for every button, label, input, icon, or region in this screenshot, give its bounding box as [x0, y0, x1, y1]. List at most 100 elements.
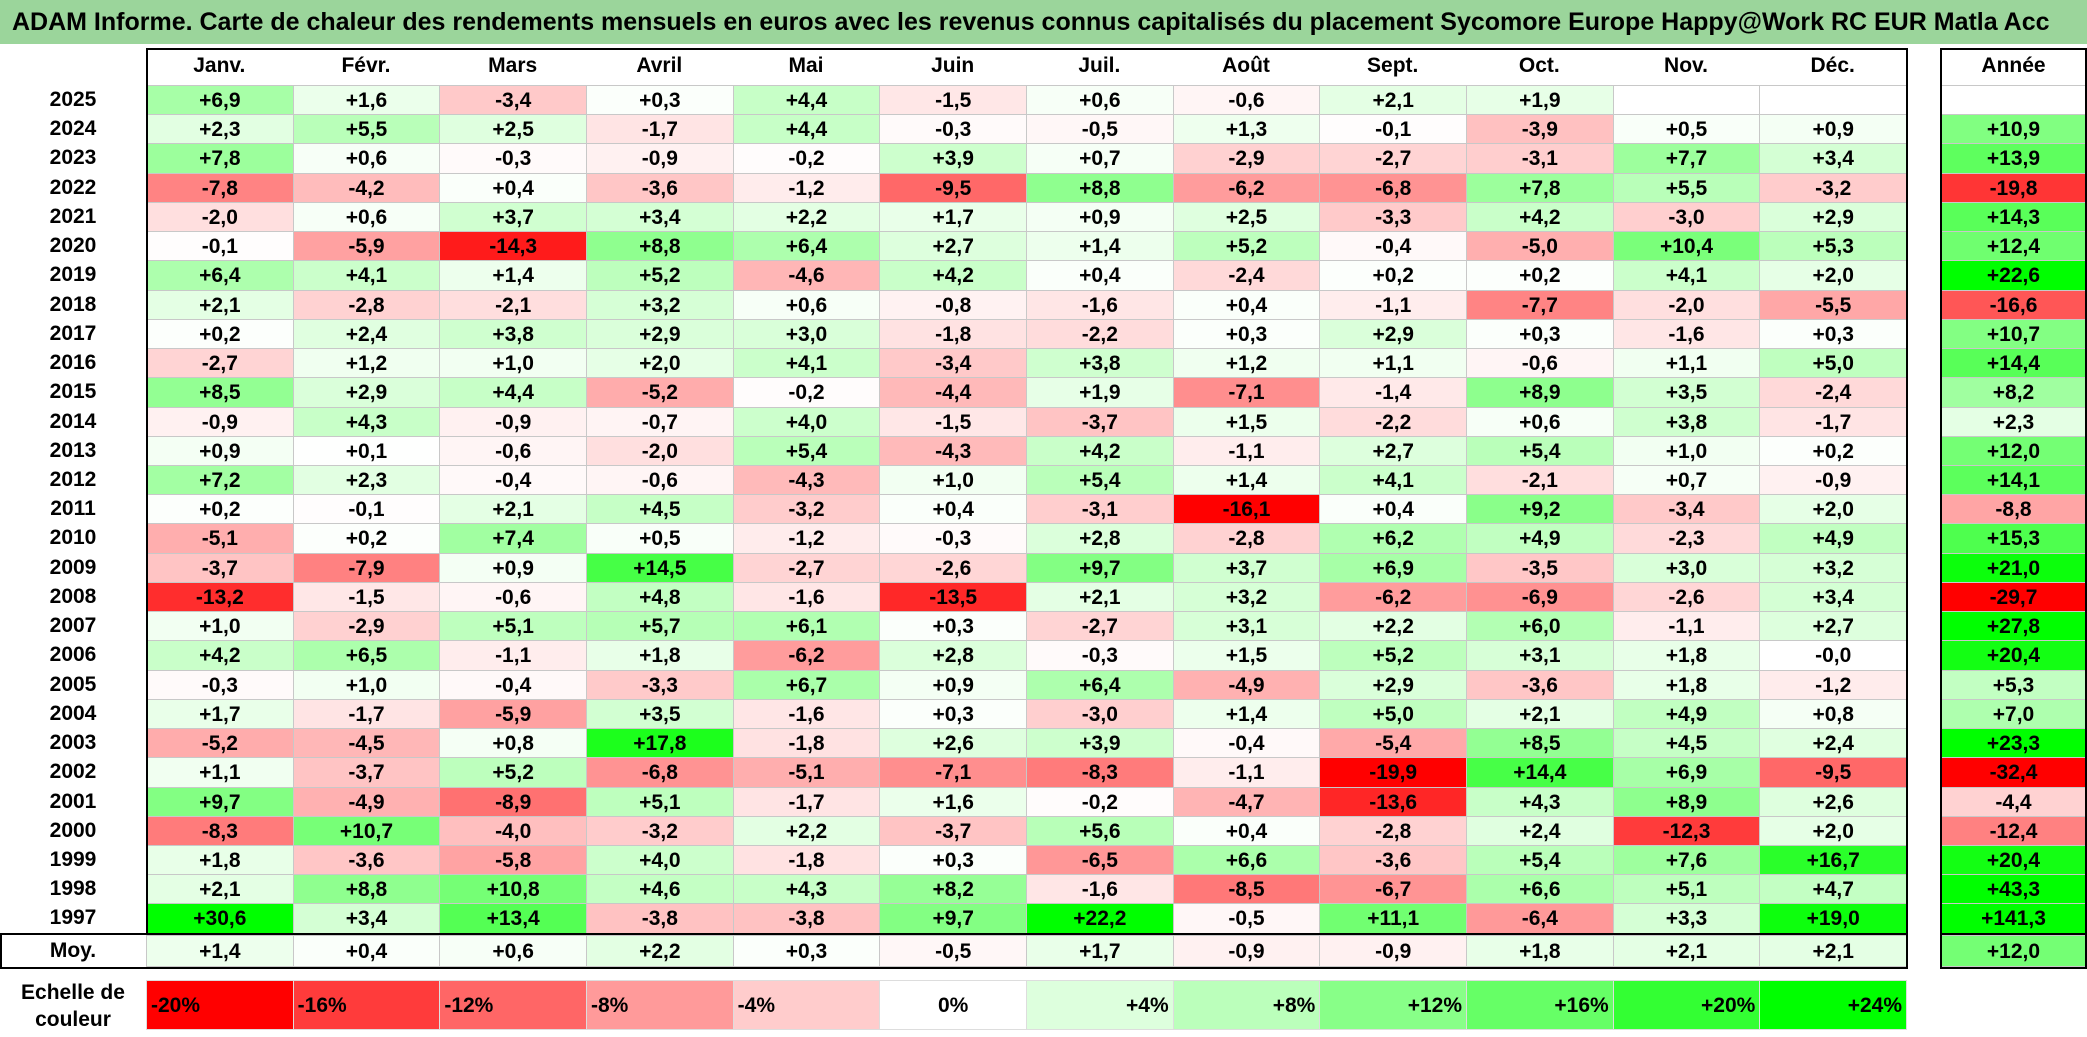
heatmap-cell: +5,1 [1612, 874, 1761, 905]
heatmap-cell: -1,6 [1026, 289, 1174, 320]
heatmap-cell: -5,4 [1319, 728, 1468, 759]
heatmap-cell: +3,4 [1759, 143, 1908, 174]
heatmap-cell: +4,1 [292, 260, 441, 291]
heatmap-cell: -0,1 [292, 494, 441, 525]
heatmap-cell: +8,2 [879, 874, 1027, 905]
heatmap-cell: -0,2 [1026, 786, 1174, 817]
scale-swatch: -12% [439, 980, 587, 1030]
heatmap-cell: -3,4 [439, 85, 587, 116]
heatmap-cell: +2,9 [1319, 318, 1468, 350]
year-label: 1998 [49, 877, 97, 901]
heatmap-cell: +1,0 [292, 669, 441, 700]
year-label: 2016 [49, 351, 97, 375]
heatmap-cell: +1,0 [1612, 435, 1761, 466]
heatmap-cell: +1,2 [292, 348, 441, 379]
year-label: 2017 [49, 321, 97, 345]
heatmap-cell [1612, 85, 1761, 116]
heatmap-cell: +5,0 [1759, 348, 1908, 379]
heatmap-cell: +0,2 [1319, 260, 1468, 291]
heatmap-cell: +4,9 [1612, 698, 1761, 730]
heatmap-cell: +6,1 [732, 611, 881, 642]
scale-swatch: -4% [732, 980, 881, 1030]
heatmap-cell: -3,8 [732, 903, 881, 934]
month-header: Juil. [1078, 54, 1121, 77]
heatmap-cell: -0,3 [146, 669, 294, 700]
heatmap-cell: -1,5 [879, 406, 1027, 437]
heatmap-cell: +3,7 [1172, 552, 1321, 583]
heatmap-cell: -5,9 [439, 698, 587, 730]
heatmap-cell: -3,7 [1026, 406, 1174, 437]
annual-cell: +8,2 [1940, 377, 2087, 408]
heatmap-cell: -1,8 [732, 728, 881, 759]
heatmap-cell: -1,5 [292, 581, 441, 613]
average-cell: -0,5 [879, 935, 1027, 967]
annual-cell: +27,8 [1940, 611, 2087, 642]
heatmap-cell: +4,2 [146, 640, 294, 671]
heatmap-cell: +0,9 [439, 552, 587, 583]
heatmap-cell: +2,1 [146, 289, 294, 320]
heatmap-cell: +5,2 [439, 757, 587, 788]
heatmap-cell: +1,8 [1612, 640, 1761, 671]
year-label: 2018 [49, 292, 97, 316]
average-cell: -0,9 [1319, 935, 1468, 967]
heatmap-cell: -3,2 [1759, 172, 1908, 203]
month-header: Mars [488, 54, 538, 77]
heatmap-cell: -1,8 [732, 844, 881, 876]
annual-cell: +14,3 [1940, 201, 2087, 233]
heatmap-cell: +3,4 [1759, 581, 1908, 613]
heatmap-cell: -13,2 [146, 581, 294, 613]
heatmap-cell: -12,3 [1612, 815, 1761, 846]
heatmap-cell: +7,8 [1466, 172, 1614, 203]
heatmap-cell: -3,3 [586, 669, 734, 700]
heatmap-cell: -6,7 [1319, 874, 1468, 905]
heatmap-cell: +1,2 [1172, 348, 1321, 379]
year-label: 2002 [49, 760, 97, 784]
heatmap-cell: -9,5 [879, 172, 1027, 203]
annual-cell: +10,7 [1940, 318, 2087, 350]
heatmap-cell: +3,8 [1026, 348, 1174, 379]
heatmap-cell: +1,4 [439, 260, 587, 291]
heatmap-cell: -0,8 [879, 289, 1027, 320]
heatmap-cell: -6,5 [1026, 844, 1174, 876]
heatmap-cell: +4,0 [586, 844, 734, 876]
heatmap-cell: -6,2 [1319, 581, 1468, 613]
heatmap-cell: +9,7 [146, 786, 294, 817]
heatmap-cell: -1,4 [1319, 377, 1468, 408]
heatmap-cell: +8,9 [1612, 786, 1761, 817]
heatmap-cell: +8,5 [146, 377, 294, 408]
heatmap-cell: -19,9 [1319, 757, 1468, 788]
month-header: Déc. [1810, 54, 1855, 77]
heatmap-cell: -16,1 [1172, 494, 1321, 525]
heatmap-cell: +7,7 [1612, 143, 1761, 174]
year-label: 2013 [49, 438, 97, 462]
heatmap-cell: +1,7 [879, 201, 1027, 233]
annual-cell: +7,0 [1940, 698, 2087, 730]
heatmap-cell: +6,9 [1319, 552, 1468, 583]
heatmap-cell: +4,3 [292, 406, 441, 437]
heatmap-cell: -1,6 [732, 581, 881, 613]
scale-swatch: -8% [586, 980, 734, 1030]
heatmap-cell: +6,6 [1172, 844, 1321, 876]
heatmap-cell: +2,9 [292, 377, 441, 408]
heatmap-cell: -1,7 [292, 698, 441, 730]
heatmap-cell: -3,1 [1026, 494, 1174, 525]
heatmap-cell: -0,6 [439, 581, 587, 613]
heatmap-cell: +0,3 [1466, 318, 1614, 350]
heatmap-cell: +2,9 [1759, 201, 1908, 233]
heatmap-cell: -6,8 [1319, 172, 1468, 203]
year-label: 2007 [49, 614, 97, 638]
heatmap-cell: +1,0 [879, 464, 1027, 496]
heatmap-cell: +2,1 [1319, 85, 1468, 116]
heatmap-cell: +0,6 [732, 289, 881, 320]
year-label: 2009 [49, 555, 97, 579]
heatmap-cell [1759, 85, 1908, 116]
heatmap-cell: +4,1 [732, 348, 881, 379]
year-label: 2008 [49, 584, 97, 608]
heatmap-cell: +4,7 [1759, 874, 1908, 905]
heatmap-cell: -8,5 [1172, 874, 1321, 905]
heatmap-cell: +3,8 [1612, 406, 1761, 437]
heatmap-cell: +3,4 [292, 903, 441, 934]
heatmap-cell: +0,1 [292, 435, 441, 466]
heatmap-cell: +0,5 [586, 523, 734, 554]
average-cell: +0,4 [292, 935, 441, 967]
